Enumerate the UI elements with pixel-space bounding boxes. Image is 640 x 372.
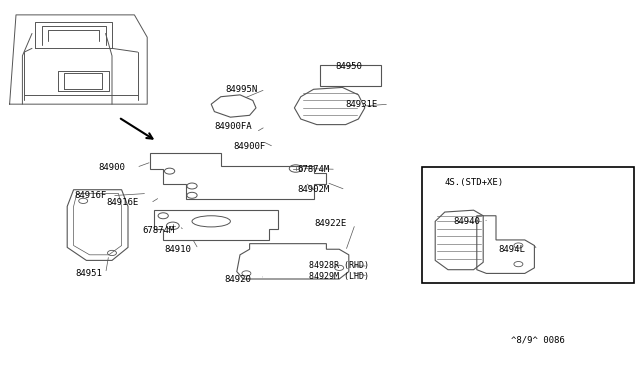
Text: 84928R (RHD): 84928R (RHD) xyxy=(309,262,369,270)
Text: 4S.(STD+XE): 4S.(STD+XE) xyxy=(444,178,503,187)
Text: 84910: 84910 xyxy=(164,245,191,254)
Text: 84922E: 84922E xyxy=(315,219,347,228)
Text: 84931E: 84931E xyxy=(346,100,378,109)
Text: 84951: 84951 xyxy=(75,269,102,278)
Bar xyxy=(320,65,381,86)
Text: 84995N: 84995N xyxy=(226,85,258,94)
Text: ^8/9^ 0086: ^8/9^ 0086 xyxy=(511,336,564,345)
Text: 84900F: 84900F xyxy=(234,142,266,151)
Text: 84900FA: 84900FA xyxy=(215,122,252,131)
Text: 84950: 84950 xyxy=(335,62,362,71)
Bar xyxy=(422,167,634,283)
Text: 67874M: 67874M xyxy=(143,226,175,235)
Text: 84940: 84940 xyxy=(454,217,481,226)
Text: 67874M: 67874M xyxy=(298,165,330,174)
Text: 84916F: 84916F xyxy=(75,191,107,200)
Text: 8494L: 8494L xyxy=(499,246,525,254)
Text: 84920: 84920 xyxy=(225,275,252,284)
Text: 84902M: 84902M xyxy=(298,185,330,194)
Text: 84916E: 84916E xyxy=(107,198,139,207)
Text: 84900: 84900 xyxy=(99,163,125,172)
Text: 84929M (LHD): 84929M (LHD) xyxy=(309,272,369,280)
